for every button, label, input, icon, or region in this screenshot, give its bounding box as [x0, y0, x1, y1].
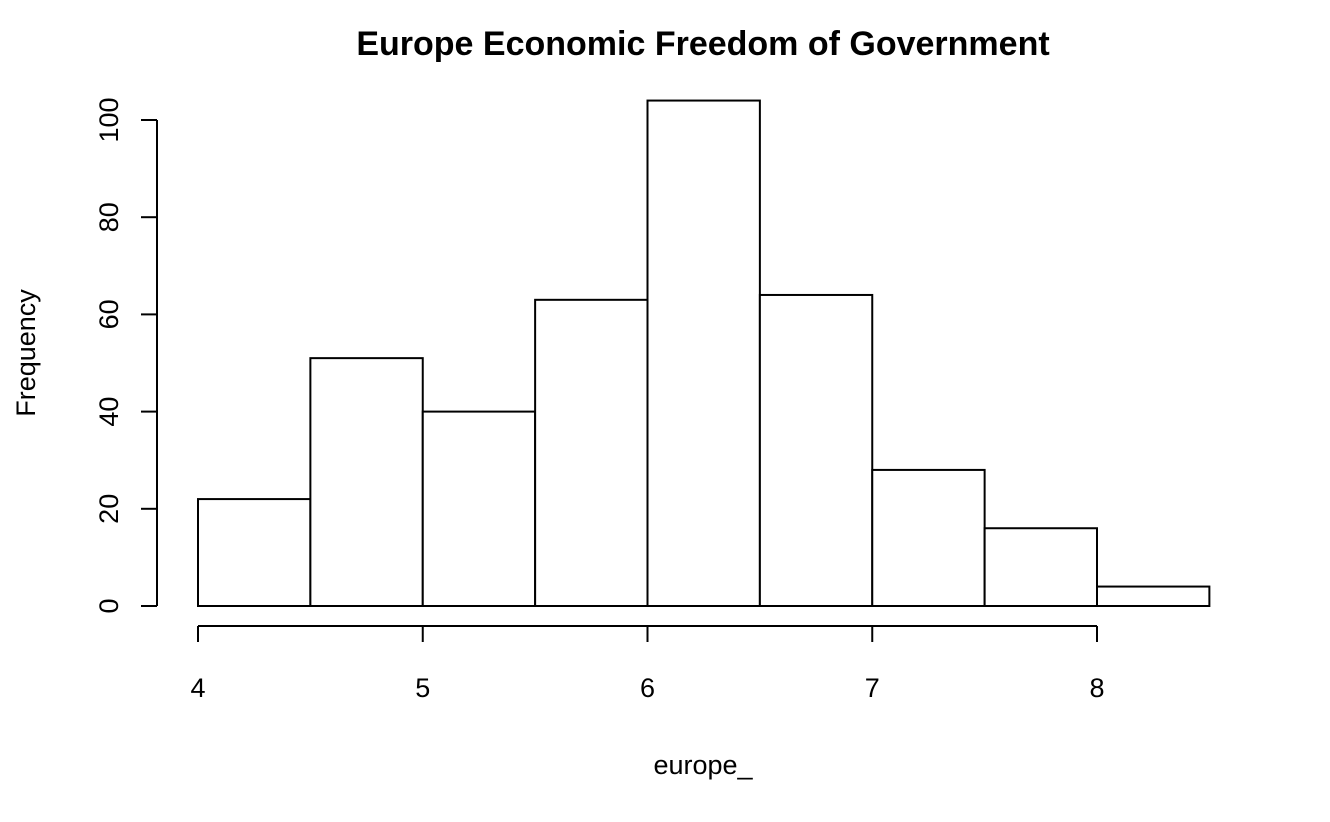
y-tick-label-0: 0 — [94, 598, 124, 613]
bar-7 — [983, 527, 1098, 607]
bar-5 — [758, 293, 874, 607]
y-tick-label-5: 100 — [94, 97, 124, 142]
chart-title: Europe Economic Freedom of Government — [356, 25, 1049, 63]
y-axis: 0 20 40 60 80 100 — [94, 97, 158, 614]
bar-6 — [871, 468, 986, 608]
y-tick-label-3: 60 — [94, 299, 124, 329]
x-tick-label-4: 8 — [1089, 673, 1104, 703]
bars-group — [197, 99, 1211, 608]
x-tick-label-1: 5 — [415, 673, 430, 703]
y-tick-label-4: 80 — [94, 202, 124, 232]
x-axis: 4 5 6 7 8 — [190, 625, 1105, 703]
bar-2 — [421, 410, 537, 607]
bar-4 — [646, 99, 761, 607]
bar-8 — [1096, 585, 1211, 607]
bar-0 — [197, 498, 312, 607]
x-tick-label-2: 6 — [640, 673, 655, 703]
y-tick-label-2: 40 — [94, 397, 124, 427]
bar-3 — [534, 298, 649, 607]
y-tick-label-1: 20 — [94, 494, 124, 524]
bar-1 — [309, 357, 424, 608]
y-axis-label: Frequency — [11, 289, 41, 417]
x-axis-label: europe_ — [653, 750, 753, 780]
x-tick-label-0: 4 — [190, 673, 205, 703]
x-tick-label-3: 7 — [865, 673, 880, 703]
